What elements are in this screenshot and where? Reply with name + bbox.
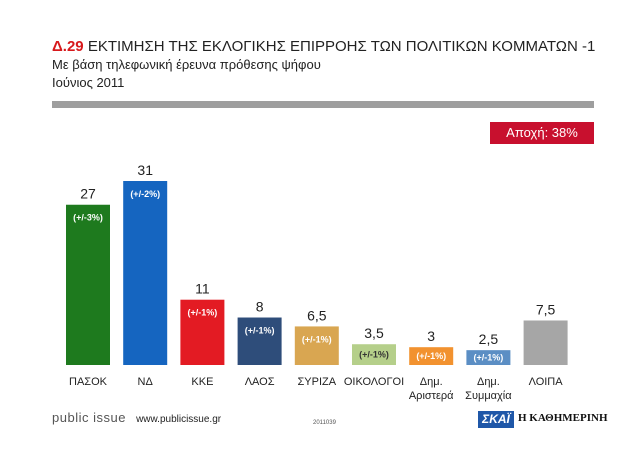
margin-label-1: (+/-3%) bbox=[73, 213, 103, 223]
category-label-5: ΣΥΡΙΖΑ bbox=[298, 376, 337, 388]
category-label-line: ΛΟΙΠΑ bbox=[529, 376, 564, 388]
category-label-line: ΟΙΚΟΛΟΓΟΙ bbox=[344, 376, 404, 388]
bar-5 bbox=[294, 326, 339, 365]
header-divider bbox=[52, 101, 594, 108]
bar-6 bbox=[352, 344, 396, 365]
skai-logo: ΣΚΑΪ bbox=[478, 411, 514, 428]
value-label-9: 7,5 bbox=[536, 301, 556, 317]
category-label-2: ΝΔ bbox=[138, 376, 154, 388]
value-label-7: 3 bbox=[427, 328, 435, 344]
category-label-1: ΠΑΣΟΚ bbox=[69, 376, 108, 388]
subtitle: Με βάση τηλεφωνική έρευνα πρόθεσης ψήφου bbox=[52, 57, 321, 72]
value-label-6: 3,5 bbox=[364, 325, 384, 341]
category-label-6: ΟΙΚΟΛΟΓΟΙ bbox=[344, 376, 404, 388]
category-label-line: Αριστερά bbox=[409, 390, 454, 402]
category-label-3: ΚΚΕ bbox=[191, 376, 213, 388]
category-label-line: ΛΑΟΣ bbox=[245, 376, 275, 388]
category-label-line: Συμμαχία bbox=[465, 390, 512, 402]
kathimerini-logo: Η ΚΑΘΗΜΕΡΙΝΗ bbox=[518, 412, 608, 424]
bar-8 bbox=[466, 350, 511, 365]
bar-4 bbox=[237, 317, 282, 365]
brand-url[interactable]: www.publicissue.gr bbox=[136, 414, 222, 425]
margin-label-5: (+/-1%) bbox=[302, 334, 332, 344]
bar-7 bbox=[409, 347, 454, 365]
margin-label-4: (+/-1%) bbox=[245, 326, 275, 336]
margin-label-7: (+/-1%) bbox=[416, 351, 446, 361]
bar-1 bbox=[66, 204, 110, 365]
value-label-8: 2,5 bbox=[479, 331, 499, 347]
category-label-line: ΣΥΡΙΖΑ bbox=[298, 376, 337, 388]
category-label-7: Δημ. Αριστερά bbox=[409, 376, 454, 402]
category-label-9: ΛΟΙΠΑ bbox=[529, 376, 564, 388]
bar-2 bbox=[123, 181, 168, 365]
header: Δ.29 ΕΚΤΙΜΗΣΗ ΤΗΣ ΕΚΛΟΓΙΚΗΣ ΕΠΙΡΡΟΗΣ ΤΩΝ… bbox=[52, 38, 595, 92]
bar-3 bbox=[180, 299, 225, 365]
category-label-8: Δημ. Συμμαχία bbox=[465, 376, 512, 402]
page-title: Δ.29 ΕΚΤΙΜΗΣΗ ΤΗΣ ΕΚΛΟΓΙΚΗΣ ΕΠΙΡΡΟΗΣ ΤΩΝ… bbox=[52, 38, 595, 56]
value-label-5: 6,5 bbox=[307, 307, 327, 323]
date-label: Ιούνιος 2011 bbox=[52, 75, 125, 90]
category-label-line: ΝΔ bbox=[138, 376, 154, 388]
title-text: ΕΚΤΙΜΗΣΗ ΤΗΣ ΕΚΛΟΓΙΚΗΣ ΕΠΙΡΡΟΗΣ ΤΩΝ ΠΟΛΙ… bbox=[87, 38, 596, 55]
category-label-line: Δημ. bbox=[477, 376, 500, 388]
margin-label-8: (+/-1%) bbox=[474, 353, 504, 363]
category-label-line: ΠΑΣΟΚ bbox=[69, 376, 108, 388]
margin-label-2: (+/-2%) bbox=[130, 189, 160, 199]
bar-9 bbox=[523, 320, 568, 365]
footer-brand: public issue www.publicissue.gr bbox=[52, 410, 221, 425]
category-label-line: ΚΚΕ bbox=[191, 376, 213, 388]
margin-label-6: (+/-1%) bbox=[359, 350, 389, 360]
slide-code: Δ.29 bbox=[52, 38, 84, 55]
category-label-4: ΛΑΟΣ bbox=[245, 376, 275, 388]
margin-label-3: (+/-1%) bbox=[188, 308, 218, 318]
value-label-2: 31 bbox=[137, 162, 153, 178]
survey-code: 2011039 bbox=[313, 420, 336, 426]
value-label-3: 11 bbox=[195, 281, 210, 297]
brand-name: public issue bbox=[52, 410, 126, 425]
value-label-1: 27 bbox=[80, 186, 96, 202]
category-label-line: Δημ. bbox=[420, 376, 443, 388]
value-label-4: 8 bbox=[256, 299, 264, 315]
abstention-badge: Αποχή: 38% bbox=[490, 122, 594, 144]
